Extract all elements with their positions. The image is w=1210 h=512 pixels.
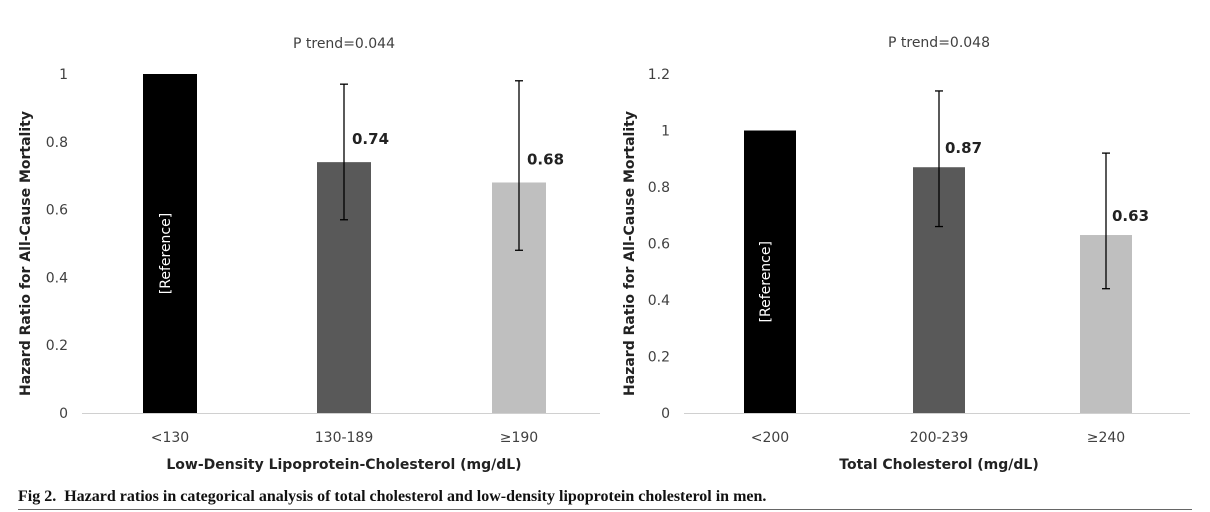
chart-1: P trend=0.044 0 0.2 0.4 0.6 0.8 1 Hazard Ratio … [18, 36, 600, 473]
bar-<200 [744, 130, 796, 413]
x-axis-label: Total Cholesterol (mg/dL) [839, 457, 1038, 473]
data-label: 0.63 [1112, 207, 1149, 225]
figure-canvas: P trend=0.044 0 0.2 0.4 0.6 0.8 1 Hazard Ratio … [18, 35, 1190, 473]
y-tick-label: 0.6 [46, 203, 68, 219]
y-tick-label: 0.8 [46, 135, 68, 151]
y-tick-label: 0.2 [46, 338, 68, 354]
x-tick-label: ≥240 [1087, 430, 1125, 446]
bar-<130 [143, 74, 197, 413]
caption-divider [18, 509, 1192, 510]
y-axis-label: Hazard Ratio for All-Cause Mortality [18, 111, 34, 396]
x-tick-label: 200-239 [910, 430, 969, 446]
caption-label: Fig 2. [18, 488, 57, 505]
y-tick-label: 0.6 [648, 237, 670, 253]
y-tick-label: 0 [59, 406, 68, 422]
x-tick-label: <200 [751, 430, 789, 446]
caption-text: Hazard ratios in categorical analysis of… [64, 488, 767, 505]
figure-caption: Fig 2. Hazard ratios in categorical anal… [18, 488, 766, 506]
x-axis-label: Low-Density Lipoprotein-Cholesterol (mg/… [166, 457, 521, 473]
y-tick-label: 0 [661, 406, 670, 422]
data-label: 0.87 [945, 139, 982, 157]
data-label: 0.68 [527, 150, 564, 168]
x-tick-label: 130-189 [315, 430, 374, 446]
y-tick-label: 0.2 [648, 350, 670, 366]
y-tick-label: 0.8 [648, 180, 670, 196]
p-trend-title: P trend=0.048 [888, 35, 990, 51]
reference-label: [Reference] [758, 241, 774, 322]
data-label: 0.74 [352, 130, 389, 148]
y-axis-label: Hazard Ratio for All-Cause Mortality [622, 111, 638, 396]
p-trend-title: P trend=0.044 [293, 36, 395, 52]
chart-2: P trend=0.048 0 0.2 0.4 0.6 0.8 1 1.2 Hazard Rat… [622, 35, 1190, 473]
y-tick-label: 1 [59, 67, 68, 83]
y-tick-label: 0.4 [46, 270, 68, 286]
x-tick-label: <130 [151, 430, 189, 446]
x-tick-label: ≥190 [500, 430, 538, 446]
y-tick-label: 1 [661, 124, 670, 140]
y-tick-label: 1.2 [648, 67, 670, 83]
reference-label: [Reference] [158, 213, 174, 294]
y-tick-label: 0.4 [648, 293, 670, 309]
